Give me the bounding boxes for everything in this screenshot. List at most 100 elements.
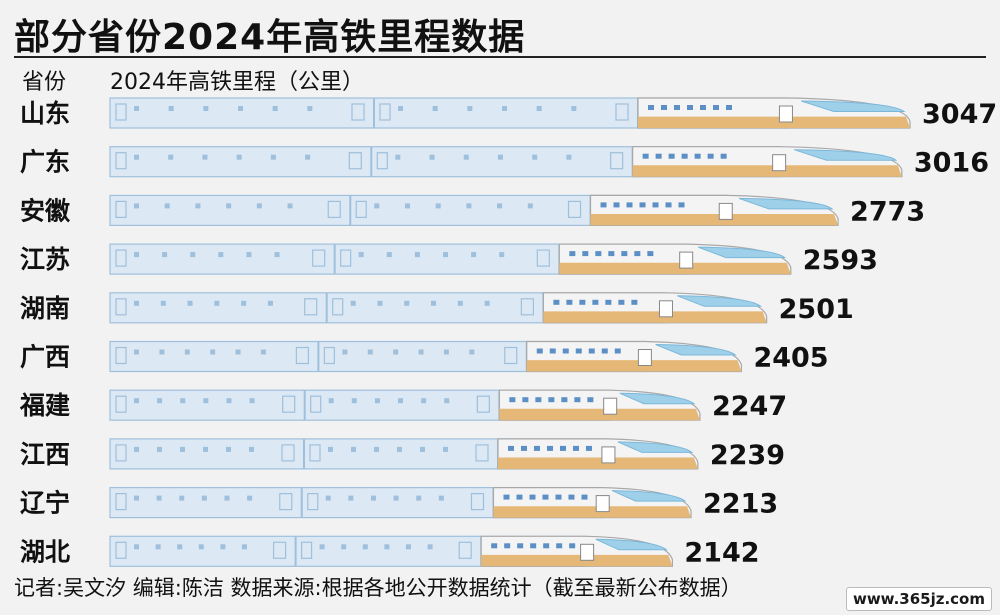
lead-car-window: [668, 153, 675, 159]
bar-row: 江西 2239: [20, 438, 785, 471]
car-window: [443, 349, 449, 355]
car-window: [247, 495, 253, 501]
car-window: [342, 349, 348, 355]
car-door: [295, 346, 309, 365]
car-window: [190, 252, 196, 258]
bar-row: 湖南 2501: [20, 292, 854, 325]
car-window: [438, 495, 444, 501]
car-window: [260, 349, 266, 355]
lead-car-window: [522, 397, 529, 403]
lead-car-door: [601, 446, 616, 464]
car-window: [160, 300, 166, 306]
lead-car-window: [605, 299, 612, 305]
car-window: [466, 203, 472, 209]
car-door: [376, 152, 388, 170]
car-window: [431, 300, 437, 306]
value-label: 2239: [710, 440, 785, 471]
lead-car-window: [639, 202, 646, 208]
car-door: [355, 200, 367, 218]
cockpit-window: [655, 344, 737, 356]
cockpit-window: [794, 149, 898, 161]
car-window: [327, 446, 333, 452]
lead-car-window: [647, 251, 654, 257]
car-door: [115, 249, 127, 267]
car-window: [398, 398, 404, 404]
car-door: [300, 541, 313, 559]
lead-car-window: [582, 251, 589, 257]
car-window: [159, 349, 165, 355]
car-window: [469, 349, 475, 355]
car-door: [281, 444, 295, 462]
car-window: [270, 154, 276, 160]
lead-car-window: [530, 543, 537, 549]
car-door: [272, 541, 287, 559]
lead-car-window: [520, 445, 527, 451]
car-window: [236, 154, 242, 160]
category-label: 辽宁: [20, 489, 70, 518]
car-door: [115, 200, 127, 218]
lead-car-window: [535, 397, 542, 403]
car-door: [312, 249, 326, 267]
car-window: [319, 544, 325, 550]
lead-car-window: [621, 251, 628, 257]
lead-car-window: [507, 445, 514, 451]
car-window: [238, 106, 243, 111]
car-door: [115, 103, 127, 121]
car-window: [210, 349, 216, 355]
car-window: [398, 106, 403, 111]
car-window: [427, 544, 433, 550]
lead-car-window: [588, 348, 595, 354]
category-label: 山东: [20, 99, 70, 128]
cockpit-window: [595, 538, 668, 551]
car-window: [566, 154, 572, 160]
lead-car-door: [580, 543, 595, 561]
car-door: [304, 298, 318, 316]
car-window: [502, 106, 507, 111]
lead-car-door: [778, 105, 793, 123]
car-window: [362, 544, 368, 550]
car-door: [340, 249, 352, 267]
car-window: [218, 252, 224, 258]
category-label: 江西: [20, 440, 70, 469]
category-label: 福建: [19, 391, 70, 420]
lead-car-window: [585, 445, 592, 451]
column-header-province: 省份: [22, 70, 67, 95]
car-window: [214, 300, 220, 306]
category-label: 江苏: [20, 245, 70, 274]
lead-car-window: [648, 105, 654, 110]
car-window: [134, 203, 139, 209]
value-label: 2247: [712, 391, 787, 422]
car-window: [416, 495, 422, 501]
lead-car-window: [726, 105, 732, 110]
car-window: [134, 154, 139, 160]
car-window: [442, 252, 448, 258]
lead-car-window: [661, 105, 667, 110]
category-label: 广西: [20, 343, 70, 372]
car-window: [155, 544, 161, 550]
car-door: [309, 444, 321, 462]
car-window: [341, 544, 347, 550]
car-window: [328, 398, 334, 404]
value-label: 2142: [684, 537, 759, 568]
lead-car-window: [562, 348, 569, 354]
car-window: [220, 544, 226, 550]
lead-car-window: [575, 348, 582, 354]
lead-car-window: [569, 251, 576, 257]
car-window: [168, 106, 174, 111]
title-divider: [14, 56, 986, 58]
cockpit-window: [611, 490, 687, 502]
car-window: [405, 544, 411, 550]
car-window: [463, 154, 469, 160]
lead-car-door: [603, 397, 618, 415]
lead-car-window: [614, 348, 621, 354]
lead-car-window: [652, 202, 659, 208]
car-door: [610, 152, 624, 170]
car-window: [419, 446, 425, 452]
car-window: [246, 252, 252, 258]
lead-car-stripe: [481, 554, 673, 567]
lead-car-door: [637, 349, 652, 366]
car-door: [348, 152, 362, 170]
car-window: [202, 446, 208, 452]
car-window: [350, 446, 356, 452]
